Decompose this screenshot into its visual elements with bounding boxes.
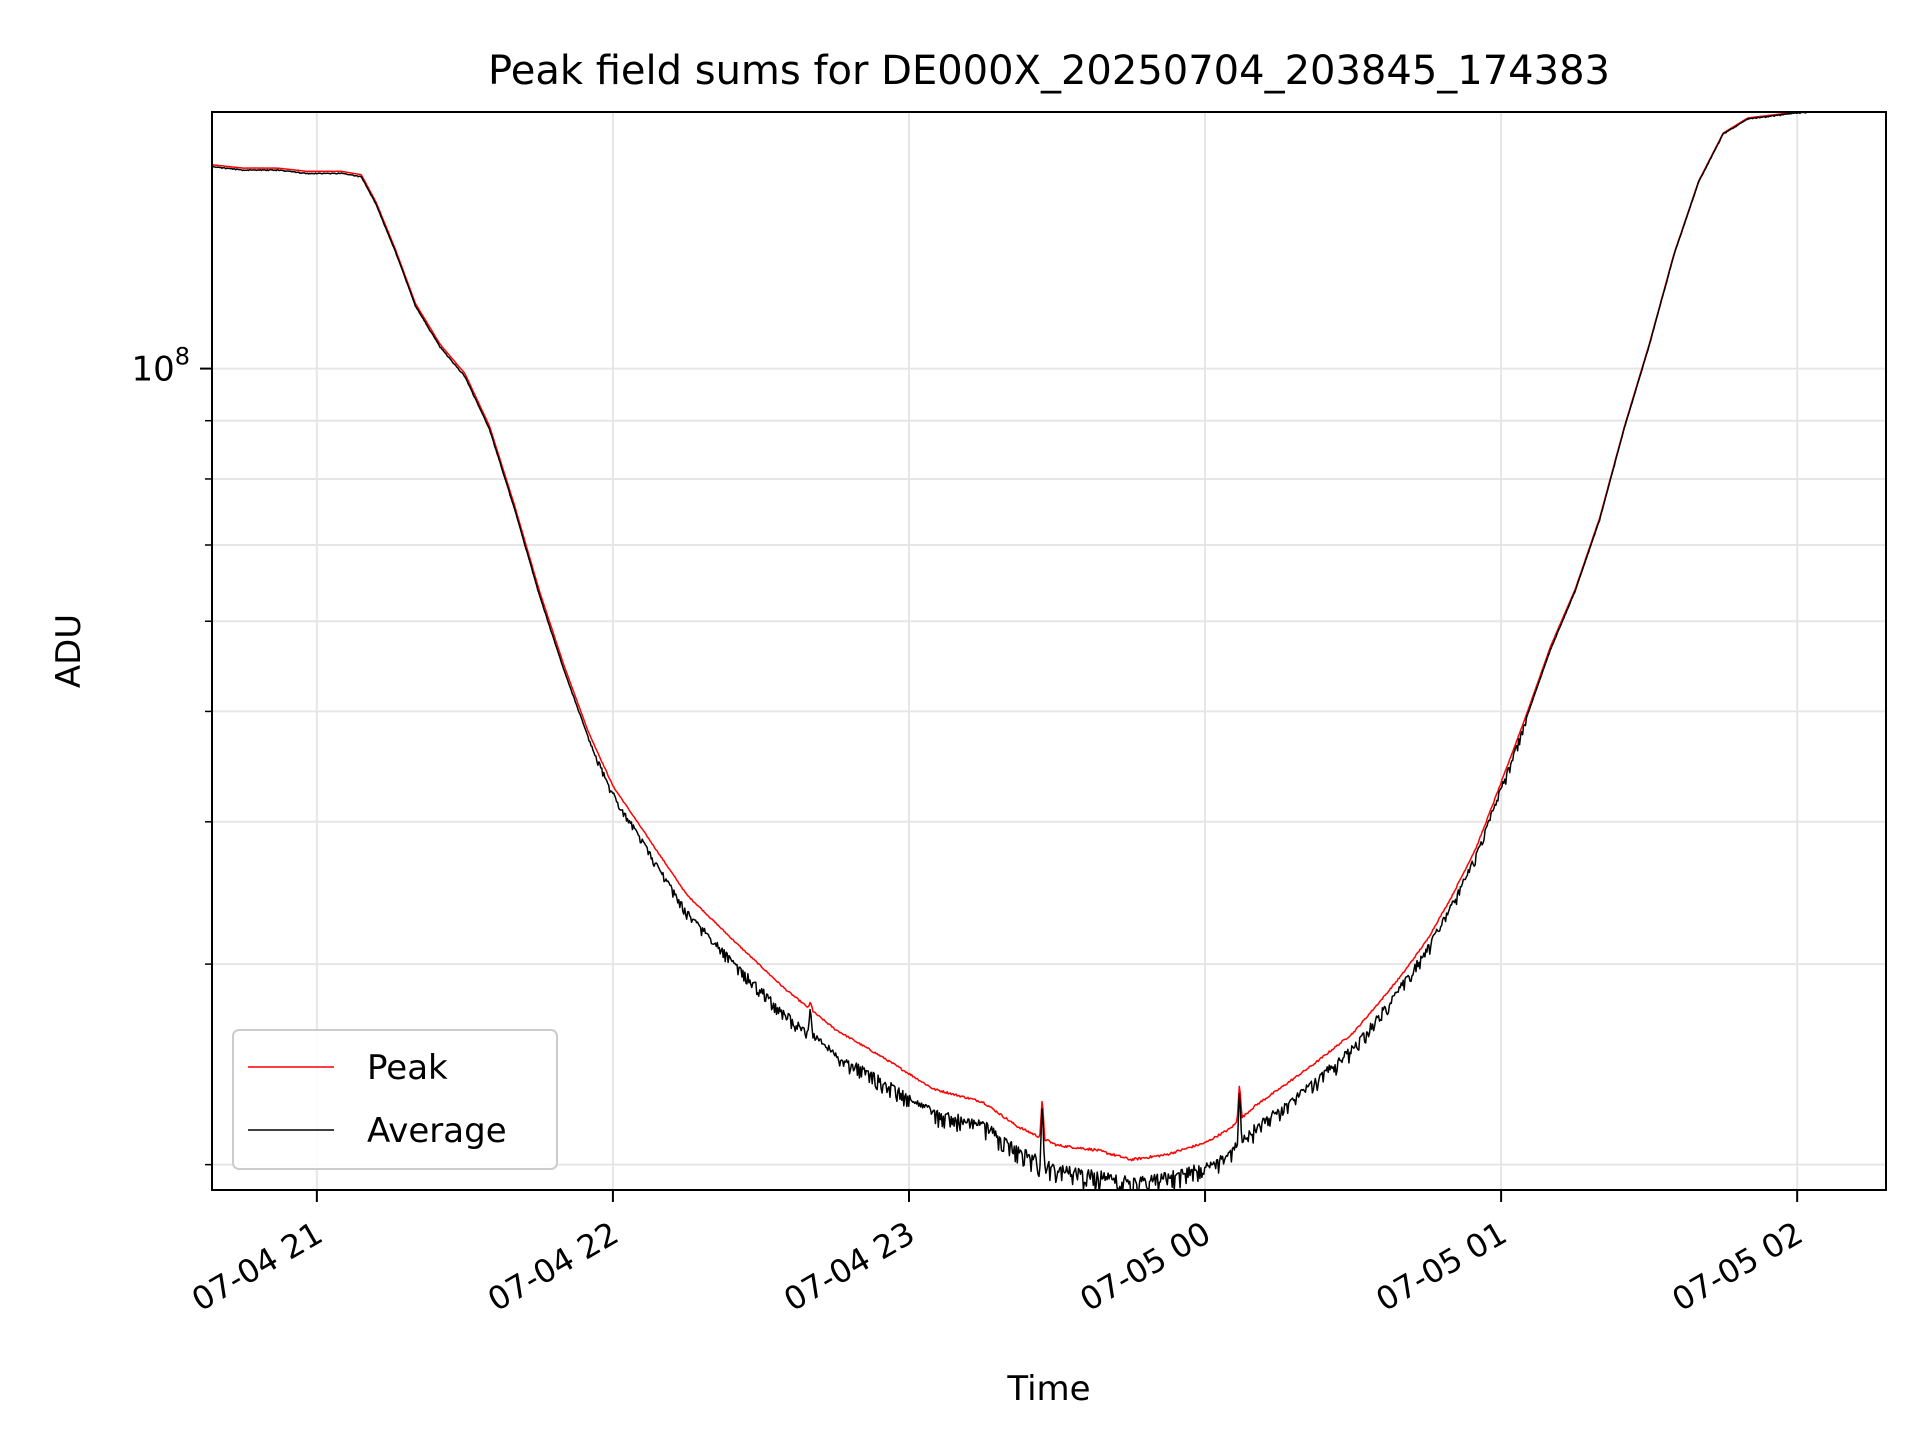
legend-box (232, 1029, 558, 1170)
grid (212, 112, 1886, 1190)
plot-frame (211, 111, 1887, 1191)
x-tick-label: 07-05 01 (1370, 1214, 1514, 1319)
x-tick-label: 07-05 02 (1666, 1214, 1810, 1319)
x-tick-label: 07-05 00 (1073, 1214, 1217, 1319)
chart-title: Peak field sums for DE000X_20250704_2038… (488, 48, 1610, 94)
series-line-average (212, 112, 1808, 1190)
legend-label-peak: Peak (367, 1048, 448, 1088)
x-tick-label: 07-04 22 (481, 1214, 625, 1319)
series-line-peak (212, 112, 1807, 1162)
series-layer (212, 112, 1808, 1190)
legend-label-average: Average (367, 1111, 507, 1151)
y-tick-label: 108 (131, 343, 190, 390)
x-tick-label: 07-04 21 (185, 1214, 329, 1319)
legend: Peak Average (232, 1029, 558, 1170)
y-axis: 108 (131, 343, 212, 1166)
y-axis-label: ADU (49, 614, 89, 688)
x-tick-label: 07-04 23 (777, 1214, 921, 1319)
x-axis: 07-04 21 07-04 22 07-04 23 07-05 00 07-05 01… (185, 1190, 1809, 1319)
x-axis-label: Time (1006, 1369, 1090, 1409)
